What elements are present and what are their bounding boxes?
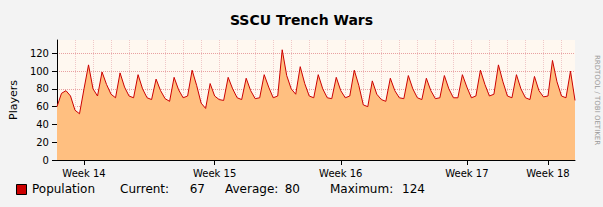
svg-text:60: 60 <box>36 101 49 112</box>
svg-text:124: 124 <box>402 182 425 196</box>
svg-text:SSCU Trench Wars: SSCU Trench Wars <box>230 12 373 28</box>
svg-text:Week 14: Week 14 <box>62 168 105 179</box>
svg-text:120: 120 <box>30 48 49 59</box>
svg-text:80: 80 <box>36 83 49 94</box>
svg-text:Week 18: Week 18 <box>526 168 569 179</box>
svg-text:Week 17: Week 17 <box>445 168 488 179</box>
svg-text:Population: Population <box>32 182 95 196</box>
svg-text:80: 80 <box>285 182 300 196</box>
svg-text:Players: Players <box>7 80 20 120</box>
svg-text:20: 20 <box>36 137 49 148</box>
svg-text:40: 40 <box>36 119 49 130</box>
svg-text:Maximum:: Maximum: <box>330 182 393 196</box>
svg-text:RRDTOOL / TOBI OETIKER: RRDTOOL / TOBI OETIKER <box>593 55 601 145</box>
svg-text:0: 0 <box>43 155 49 166</box>
svg-text:100: 100 <box>30 66 49 77</box>
svg-text:67: 67 <box>190 182 205 196</box>
svg-text:Average:: Average: <box>225 182 278 196</box>
svg-text:Week 16: Week 16 <box>319 168 362 179</box>
svg-text:Week 15: Week 15 <box>193 168 236 179</box>
svg-text:Current:: Current: <box>120 182 169 196</box>
